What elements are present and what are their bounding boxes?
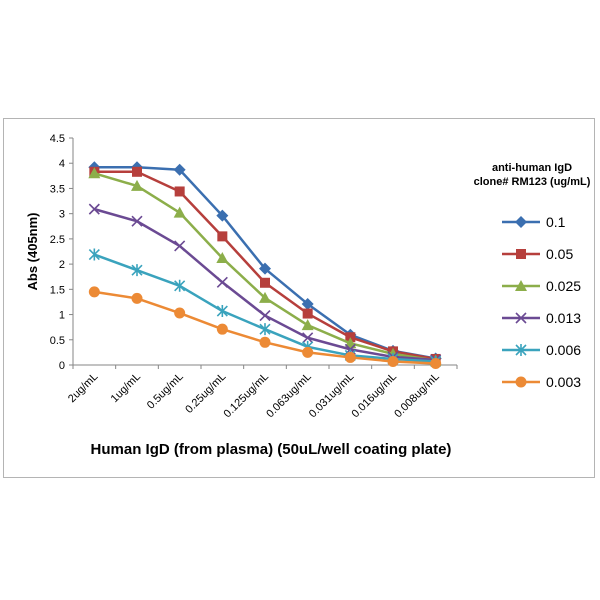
data-point bbox=[301, 297, 314, 310]
data-point bbox=[132, 166, 142, 177]
legend-label: 0.025 bbox=[546, 278, 581, 294]
legend-label: 0.003 bbox=[546, 374, 581, 390]
data-point bbox=[131, 292, 143, 304]
data-point bbox=[302, 308, 313, 319]
data-point bbox=[216, 276, 228, 288]
x-tick-label: 0.25ug/mL bbox=[183, 371, 228, 416]
x-tick-label: 0.125ug/mL bbox=[222, 371, 272, 421]
data-point bbox=[216, 323, 228, 335]
legend-item-0.025: 0.025 bbox=[502, 278, 581, 294]
data-point bbox=[302, 332, 314, 344]
data-point bbox=[174, 240, 186, 252]
legend-item-0.1: 0.1 bbox=[502, 214, 566, 230]
data-point bbox=[174, 186, 185, 197]
data-point bbox=[259, 291, 271, 303]
data-point bbox=[301, 319, 314, 331]
data-point bbox=[259, 336, 271, 348]
data-point bbox=[260, 277, 270, 288]
series-0.003 bbox=[88, 286, 442, 369]
y-axis-title: Abs (405nm) bbox=[25, 212, 40, 290]
legend-marker bbox=[515, 312, 527, 324]
legend-item-0.006: 0.006 bbox=[502, 342, 581, 358]
legend-item-0.013: 0.013 bbox=[502, 310, 581, 326]
data-point bbox=[88, 248, 100, 261]
legend-label: 0.1 bbox=[546, 214, 566, 230]
data-point bbox=[88, 167, 101, 179]
legend-marker bbox=[516, 249, 526, 259]
data-point bbox=[302, 346, 314, 358]
legend-marker bbox=[515, 280, 527, 291]
x-tick-label: 2ug/mL bbox=[66, 371, 100, 405]
data-point bbox=[216, 209, 229, 222]
legend-label: 0.05 bbox=[546, 246, 573, 262]
y-tick-label: 0.5 bbox=[50, 335, 65, 347]
y-tick-label: 2.5 bbox=[50, 234, 65, 246]
data-point bbox=[173, 206, 186, 218]
x-tick-label: 0.008ug/mL bbox=[392, 371, 442, 421]
data-point bbox=[344, 351, 356, 363]
legend-item-0.003: 0.003 bbox=[502, 374, 581, 390]
data-point bbox=[259, 309, 271, 322]
data-point bbox=[259, 262, 271, 275]
data-point bbox=[387, 355, 399, 367]
data-point bbox=[345, 332, 356, 343]
data-point bbox=[88, 286, 100, 298]
x-tick-label: 0.5ug/mL bbox=[145, 371, 186, 412]
legend-title-line-1: anti-human IgD bbox=[491, 162, 573, 174]
y-tick-label: 3.5 bbox=[50, 183, 65, 195]
y-tick-label: 3 bbox=[59, 209, 65, 221]
legend-item-0.05: 0.05 bbox=[502, 246, 573, 262]
data-point bbox=[259, 323, 271, 336]
x-tick-label: 1ug/mL bbox=[109, 371, 143, 405]
data-point bbox=[131, 215, 143, 227]
legend-marker bbox=[515, 344, 527, 356]
data-point bbox=[131, 264, 143, 277]
data-point bbox=[174, 279, 186, 292]
legend-marker bbox=[515, 376, 527, 388]
data-point bbox=[174, 307, 186, 319]
data-point bbox=[173, 163, 186, 176]
y-tick-label: 1.5 bbox=[50, 284, 65, 296]
legend-label: 0.006 bbox=[546, 342, 581, 358]
x-tick-label: 0.063ug/mL bbox=[264, 371, 314, 421]
data-point bbox=[216, 305, 228, 318]
legend-label: 0.013 bbox=[546, 310, 581, 326]
x-axis-title: Human IgD (from plasma) (50uL/well coati… bbox=[91, 441, 452, 458]
data-point bbox=[217, 231, 228, 242]
data-point bbox=[88, 203, 100, 215]
data-point bbox=[131, 179, 143, 191]
y-tick-label: 0 bbox=[59, 360, 65, 372]
x-tick-label: 0.016ug/mL bbox=[350, 371, 400, 421]
y-tick-label: 4 bbox=[59, 158, 65, 170]
data-point bbox=[216, 252, 229, 264]
y-tick-label: 1 bbox=[59, 310, 65, 322]
data-point bbox=[430, 357, 442, 369]
y-tick-label: 2 bbox=[59, 259, 65, 271]
y-tick-label: 4.5 bbox=[50, 133, 65, 145]
legend-title-line-2: clone# RM123 (ug/mL) bbox=[473, 176, 591, 188]
x-tick-label: 0.031ug/mL bbox=[307, 371, 357, 421]
legend-marker bbox=[515, 216, 527, 228]
